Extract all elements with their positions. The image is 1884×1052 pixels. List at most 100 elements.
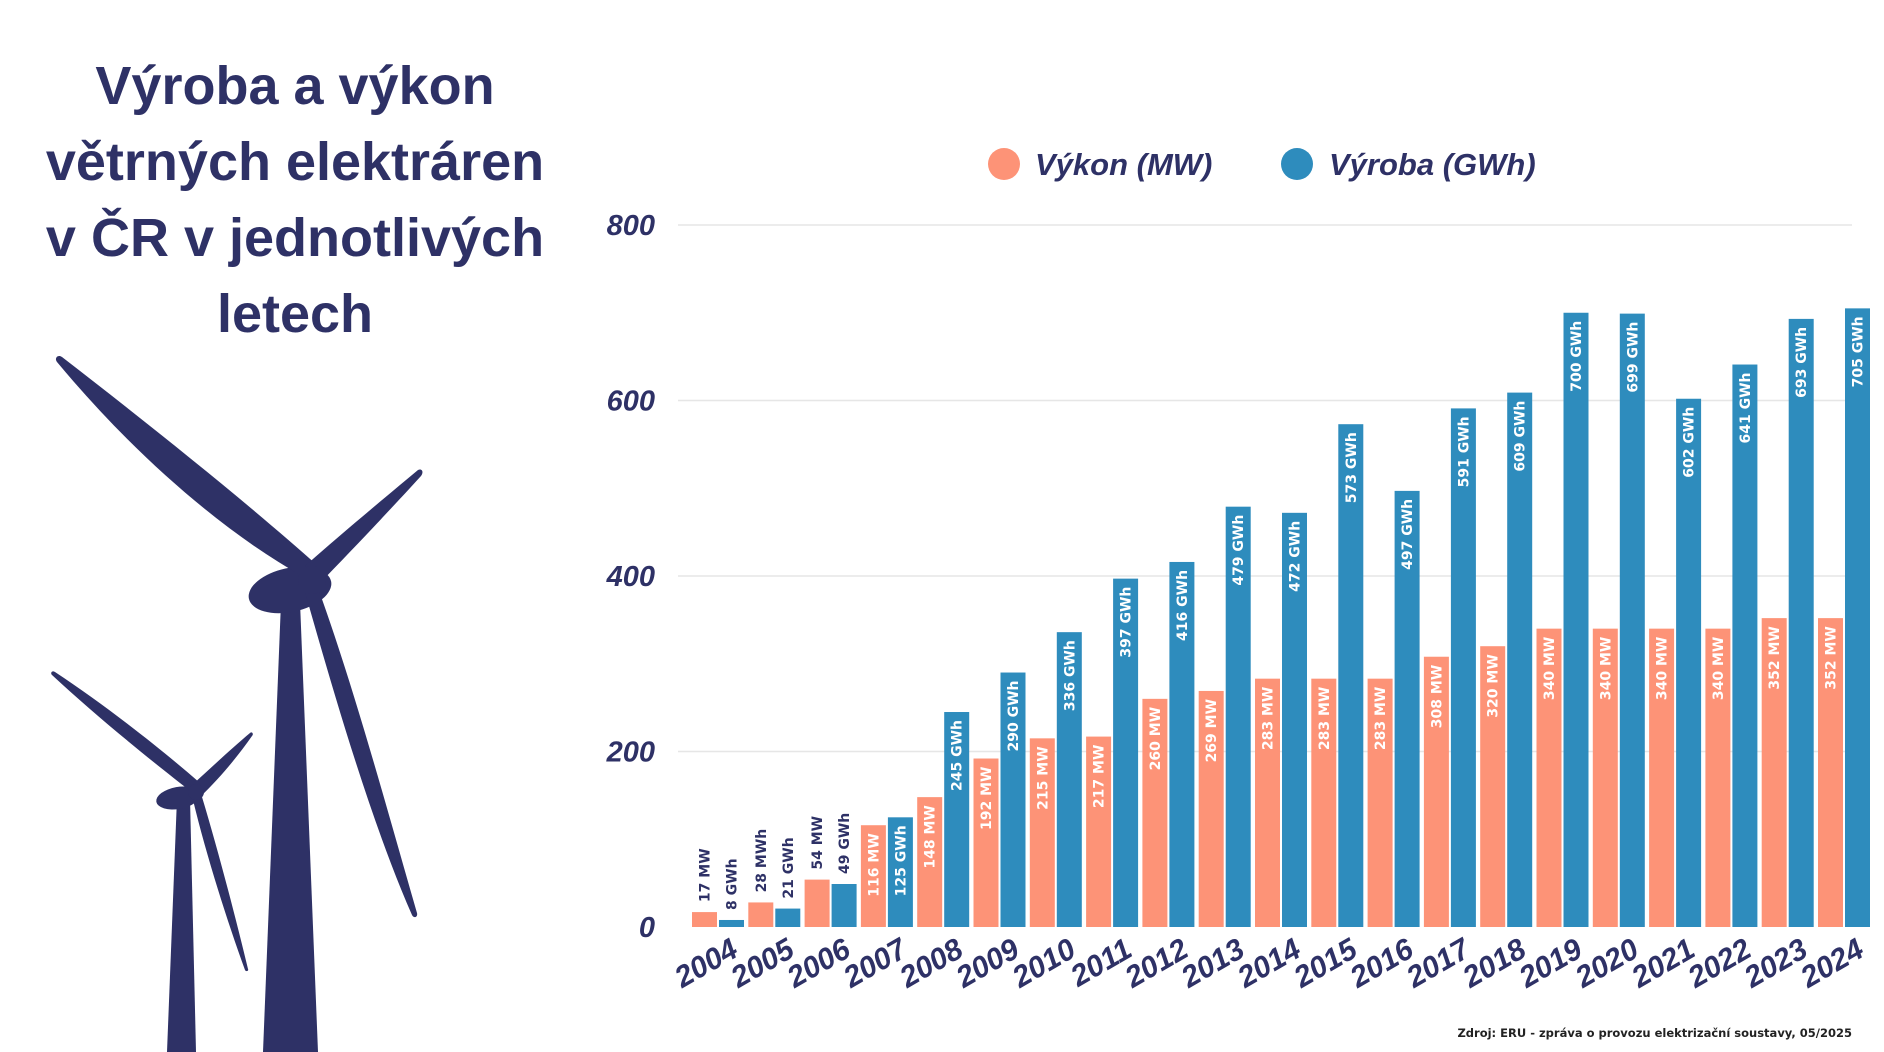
bar-vyroba bbox=[1507, 392, 1533, 927]
bar-vyroba bbox=[1394, 490, 1420, 927]
data-label: 472 GWh bbox=[1288, 521, 1304, 592]
bar-vyroba bbox=[1282, 512, 1307, 927]
bar-vyroba bbox=[1676, 398, 1702, 927]
bar-vyroba bbox=[1450, 408, 1476, 928]
data-label: 340 MW bbox=[1542, 637, 1558, 700]
data-label: 49 GWh bbox=[837, 813, 853, 874]
data-label: 340 MW bbox=[1598, 637, 1614, 700]
chart-title: Výroba a výkon větrných elektráren v ČR … bbox=[45, 56, 545, 344]
bar-vykon bbox=[1480, 646, 1506, 927]
data-label: 340 MW bbox=[1655, 637, 1671, 700]
data-label: 699 GWh bbox=[1625, 322, 1641, 393]
y-tick-label: 400 bbox=[606, 561, 655, 593]
data-label: 290 GWh bbox=[1006, 681, 1022, 752]
data-label: 397 GWh bbox=[1119, 587, 1135, 658]
legend-label: Výkon (MW) bbox=[1035, 147, 1212, 182]
data-label: 17 MW bbox=[698, 848, 714, 902]
data-label: 320 MW bbox=[1486, 654, 1502, 717]
bar-vykon bbox=[1198, 690, 1224, 927]
bar-vyroba bbox=[1338, 424, 1364, 927]
bar-vyroba bbox=[719, 919, 744, 927]
data-label: 283 MW bbox=[1317, 687, 1333, 750]
bar-vyroba bbox=[1732, 364, 1758, 928]
bar-vykon bbox=[1761, 618, 1787, 927]
bar-vyroba bbox=[775, 908, 801, 927]
legend-marker bbox=[988, 148, 1020, 180]
data-label: 125 GWh bbox=[893, 825, 909, 896]
bar-vyroba bbox=[1619, 313, 1645, 927]
chart-legend: Výkon (MW) Výroba (GWh) bbox=[988, 147, 1536, 182]
bar-vyroba bbox=[1169, 561, 1195, 927]
data-label: 700 GWh bbox=[1569, 321, 1585, 392]
bar-vykon bbox=[748, 902, 774, 927]
bar-vyroba bbox=[1225, 506, 1251, 927]
data-label: 148 MW bbox=[923, 805, 939, 868]
bar-vykon bbox=[1705, 628, 1731, 927]
x-axis: 2004200520062007200820092010201120122013… bbox=[668, 932, 1869, 995]
data-label: 308 MW bbox=[1429, 665, 1445, 728]
data-label: 269 MW bbox=[1204, 699, 1220, 762]
y-tick-label: 800 bbox=[607, 210, 655, 242]
data-label: 705 GWh bbox=[1851, 316, 1867, 387]
data-label: 215 MW bbox=[1035, 746, 1051, 809]
bar-vykon bbox=[1536, 628, 1562, 927]
data-label: 340 MW bbox=[1711, 637, 1727, 700]
bar-vyroba bbox=[1113, 578, 1139, 927]
bar-vykon bbox=[973, 758, 999, 927]
data-label: 602 GWh bbox=[1682, 407, 1698, 478]
data-label: 54 MW bbox=[810, 816, 826, 870]
bar-vykon bbox=[1086, 736, 1112, 927]
data-label: 260 MW bbox=[1148, 707, 1164, 770]
bar-vykon bbox=[1818, 618, 1843, 927]
legend-label: Výroba (GWh) bbox=[1329, 147, 1536, 182]
bar-vykon bbox=[860, 825, 886, 927]
bar-vyroba bbox=[1056, 632, 1082, 927]
bar-vyroba bbox=[831, 884, 857, 927]
bar-vykon bbox=[1367, 678, 1393, 927]
data-label: 609 GWh bbox=[1513, 401, 1529, 472]
bar-vyroba bbox=[887, 817, 913, 927]
bar-vykon bbox=[692, 912, 717, 927]
y-tick-label: 600 bbox=[607, 386, 655, 418]
bar-vyroba bbox=[1000, 672, 1026, 927]
data-label: 573 GWh bbox=[1344, 432, 1360, 503]
legend-marker bbox=[1281, 148, 1313, 180]
source-note: Zdroj: ERU - zpráva o provozu elektrizač… bbox=[1457, 1026, 1852, 1040]
data-label: 21 GWh bbox=[781, 837, 797, 898]
bar-vyroba bbox=[1845, 308, 1870, 927]
bar-vyroba bbox=[1563, 312, 1589, 927]
data-labels: 17 MW 8 GWh 28 MWh 21 GWh 54 MW 49 GWh 116 MW 1… bbox=[698, 316, 1867, 910]
data-label: 416 GWh bbox=[1175, 570, 1191, 641]
data-label: 336 GWh bbox=[1062, 640, 1078, 711]
data-label: 283 MW bbox=[1261, 687, 1277, 750]
data-label: 8 GWh bbox=[725, 858, 741, 910]
x-tick-label: 2024 bbox=[1794, 932, 1869, 995]
y-axis: 0 200 400 600 800 bbox=[606, 210, 655, 944]
wind-turbine-icon bbox=[51, 355, 423, 1052]
bar-vykon bbox=[1255, 678, 1280, 927]
data-label: 479 GWh bbox=[1231, 515, 1247, 586]
bar-vykon bbox=[804, 879, 830, 927]
bar-vykon bbox=[1423, 656, 1449, 927]
chart-grid bbox=[678, 224, 1852, 753]
bar-vykon bbox=[1142, 698, 1168, 927]
data-label: 641 GWh bbox=[1738, 373, 1754, 444]
data-label: 116 MW bbox=[866, 833, 882, 896]
bar-vyroba bbox=[944, 712, 970, 927]
data-label: 245 GWh bbox=[950, 720, 966, 791]
bar-vykon bbox=[917, 797, 943, 927]
data-label: 693 GWh bbox=[1794, 327, 1810, 398]
y-tick-label: 200 bbox=[606, 737, 655, 769]
data-label: 28 MWh bbox=[754, 829, 770, 893]
data-label: 217 MW bbox=[1092, 745, 1108, 808]
y-tick-label: 0 bbox=[639, 912, 655, 944]
bar-vykon bbox=[1592, 628, 1618, 927]
data-label: 352 MW bbox=[1767, 626, 1783, 689]
bars bbox=[692, 308, 1870, 928]
bar-vykon bbox=[1311, 678, 1337, 927]
data-label: 192 MW bbox=[979, 767, 995, 830]
data-label: 352 MW bbox=[1824, 626, 1840, 689]
bar-vykon bbox=[1649, 628, 1675, 927]
bar-vykon bbox=[1029, 738, 1055, 927]
